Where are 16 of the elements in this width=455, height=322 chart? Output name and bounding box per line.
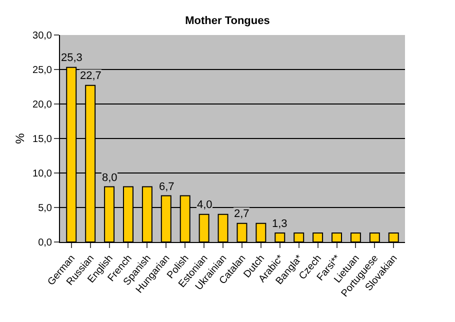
data-label: 8,0 [102, 172, 118, 184]
y-tick-label: 0,0 [38, 238, 52, 248]
data-label: 2,7 [234, 208, 250, 220]
chart-title: Mother Tongues [185, 14, 270, 27]
y-axis-title: % [12, 132, 27, 144]
y-tick-label: 15,0 [32, 134, 52, 145]
y-tick-label: 25,0 [32, 65, 52, 76]
y-tick-label: 5,0 [38, 203, 52, 214]
data-label: 25,3 [61, 52, 82, 64]
data-label: 22,7 [80, 70, 102, 82]
data-label: 1,3 [272, 218, 288, 230]
y-tick-label: 30,0 [32, 30, 52, 42]
y-tick-label: 10,0 [32, 168, 52, 180]
y-tick-label: 20,0 [32, 100, 52, 110]
data-label: 4,0 [197, 199, 212, 211]
data-label: 6,7 [159, 181, 174, 193]
